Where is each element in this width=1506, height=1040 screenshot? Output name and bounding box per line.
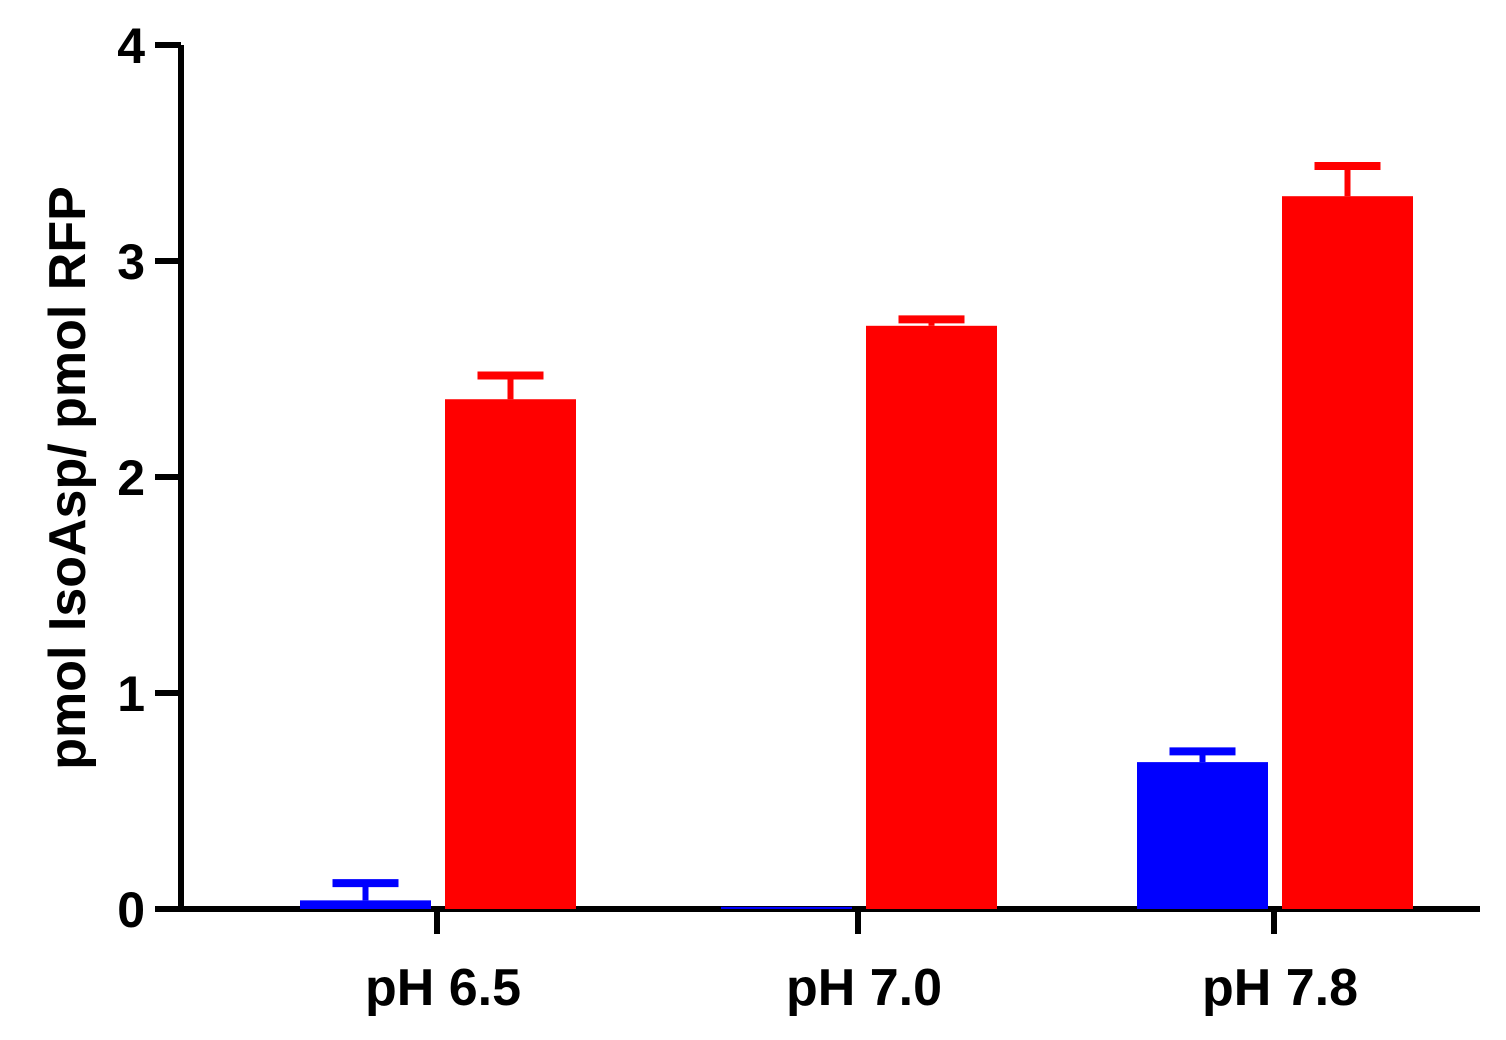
bar-series-1-pH-7.8	[1137, 762, 1268, 909]
bar-series-1-pH-6.5	[300, 900, 431, 909]
axes: 0 1 2 3 4 pH 6.5 pH 7.0 pH 7.8	[117, 18, 1480, 1017]
y-tick-label: 2	[117, 450, 145, 506]
bar-series-2-pH-6.5	[445, 399, 576, 909]
y-tick-label: 3	[117, 234, 145, 290]
y-tick-label: 0	[117, 882, 145, 938]
bar-series-2-pH-7.8	[1282, 196, 1413, 909]
bar-series-1-pH-7.0	[721, 906, 852, 909]
x-tick-label: pH 6.5	[365, 959, 521, 1017]
y-tick-label: 1	[117, 666, 145, 722]
y-tick-label: 4	[117, 18, 145, 74]
x-tick-label: pH 7.8	[1202, 959, 1358, 1017]
y-ticks: 0 1 2 3 4	[117, 18, 181, 938]
x-ticks: pH 6.5 pH 7.0 pH 7.8	[365, 909, 1358, 1017]
x-tick-label: pH 7.0	[786, 959, 942, 1017]
y-axis-title: pmol IsoAsp/ pmol RFP	[39, 186, 97, 770]
bars	[300, 161, 1413, 909]
bar-series-2-pH-7.0	[866, 325, 997, 909]
